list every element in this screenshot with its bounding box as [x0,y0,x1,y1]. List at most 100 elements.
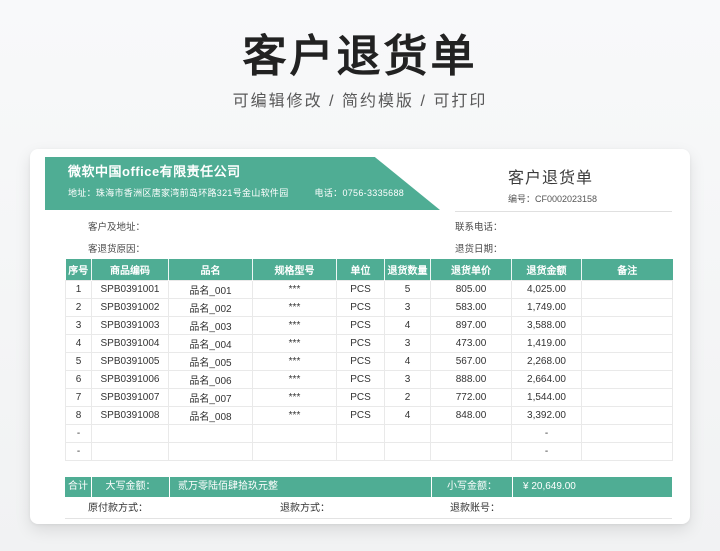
table-row: 1 SPB0391001 品名_001 *** PCS 5 805.00 4,025.00 [65,279,673,299]
table-row: 3 SPB0391003 品名_003 *** PCS 4 897.00 3,588.00 [65,315,673,335]
table-cell [384,441,431,461]
table-cell: 897.00 [430,315,512,335]
table-cell: 1,544.00 [511,387,582,407]
table-cell [91,441,169,461]
document-title: 客户退货单 [508,170,594,187]
table-cell: PCS [336,387,385,407]
document-number: CF0002023158 [535,194,598,204]
table-row: 6 SPB0391006 品名_006 *** PCS 3 888.00 2,664.00 [65,369,673,389]
table-cell: *** [252,297,337,317]
column-header: 商品编码 [91,259,169,280]
table-cell: *** [252,369,337,389]
table-cell: SPB0391001 [91,279,169,299]
table-cell: 1 [65,279,92,299]
table-cell [581,423,673,443]
table-cell [168,441,253,461]
table-cell: - [511,423,582,443]
table-cell: 4,025.00 [511,279,582,299]
company-name: 微软中国office有限责任公司 [68,164,241,179]
table-cell: *** [252,351,337,371]
company-phone-label: 电话： [314,188,343,198]
table-cell: 8 [65,405,92,425]
table-cell [430,423,512,443]
table-cell: - [65,441,92,461]
table-row: 7 SPB0391007 品名_007 *** PCS 2 772.00 1,544.00 [65,387,673,407]
column-header: 退货金额 [511,259,582,280]
table-cell: 2 [384,387,431,407]
document-number-line: 编号：CF0002023158 [508,193,672,206]
company-contact-line: 地址：珠海市香洲区唐家湾前岛环路321号金山软件园 电话：0756-3335688 [68,188,440,199]
table-cell: *** [252,333,337,353]
meta-row-2: 客退货原因： 退货日期： [65,239,672,261]
items-table-wrap: 序号 商品编码 品名 规格型号 单位 退货数量 退货单价 退货金额 备注 1 SPB0391001… [65,259,673,461]
table-cell [91,423,169,443]
amount-words-label: 大写金额： [91,477,169,497]
table-cell: 5 [384,279,431,299]
table-cell: 品名_006 [168,369,253,389]
table-cell [581,441,673,461]
document-number-label: 编号： [508,194,536,204]
table-cell [336,441,385,461]
table-cell: PCS [336,333,385,353]
table-cell [581,333,673,353]
table-cell: SPB0391007 [91,387,169,407]
table-cell [581,405,673,425]
customer-address-label: 客户及地址： [88,222,146,233]
company-phone: 0756-3335688 [342,188,405,198]
table-cell [581,369,673,389]
table-cell: SPB0391002 [91,297,169,317]
table-cell: 4 [65,333,92,353]
column-header: 备注 [581,259,673,280]
contact-phone-label: 联系电话： [455,222,503,233]
table-cell: PCS [336,279,385,299]
table-cell: *** [252,279,337,299]
table-cell: *** [252,387,337,407]
total-label: 合计 [68,481,88,492]
table-cell: PCS [336,315,385,335]
table-cell: 品名_001 [168,279,253,299]
table-cell: 3 [384,333,431,353]
table-cell: 3 [384,297,431,317]
table-cell: 7 [65,387,92,407]
total-amount: ¥ 20,649.00 [512,477,672,497]
page-title: 客户退货单 [242,32,478,81]
table-cell: 848.00 [430,405,512,425]
column-header: 品名 [168,259,253,280]
table-cell: 品名_007 [168,387,253,407]
table-cell: 品名_003 [168,315,253,335]
table-header-row: 序号 商品编码 品名 规格型号 单位 退货数量 退货单价 退货金额 备注 [65,259,673,280]
table-cell [430,441,512,461]
table-cell: 888.00 [430,369,512,389]
column-header: 退货数量 [384,259,431,280]
table-row: 4 SPB0391004 品名_004 *** PCS 3 473.00 1,419.00 [65,333,673,353]
table-cell: 772.00 [430,387,512,407]
table-row: -- [65,441,673,461]
table-cell: 2,664.00 [511,369,582,389]
return-form-card: 微软中国office有限责任公司 地址：珠海市香洲区唐家湾前岛环路321号金山软… [30,149,690,524]
table-cell: SPB0391008 [91,405,169,425]
table-cell: PCS [336,351,385,371]
table-cell: SPB0391006 [91,369,169,389]
table-cell: 品名_005 [168,351,253,371]
table-cell: 3 [384,369,431,389]
table-cell: 805.00 [430,279,512,299]
table-cell: 4 [384,315,431,335]
amount-label: 小写金额： [431,477,512,497]
column-header: 规格型号 [252,259,337,280]
table-cell: 3,392.00 [511,405,582,425]
company-address: 珠海市香洲区唐家湾前岛环路321号金山软件园 [95,188,289,198]
table-cell: 4 [384,405,431,425]
table-row: -- [65,423,673,443]
table-cell [581,351,673,371]
return-date-label: 退货日期： [455,244,503,255]
table-cell: 5 [65,351,92,371]
table-cell: 1,419.00 [511,333,582,353]
amount-in-words: 贰万零陆佰肆拾玖元整 [169,477,431,497]
table-cell: PCS [336,297,385,317]
refund-account-label: 退款账号： [450,503,500,514]
table-row: 5 SPB0391005 品名_005 *** PCS 4 567.00 2,268.00 [65,351,673,371]
table-cell [581,315,673,335]
total-row: 合计 大写金额： 贰万零陆佰肆拾玖元整 小写金额： ¥ 20,649.00 [65,477,672,497]
return-reason-label: 客退货原因： [88,244,146,255]
document-header: 客户退货单 编号：CF0002023158 [455,169,672,212]
